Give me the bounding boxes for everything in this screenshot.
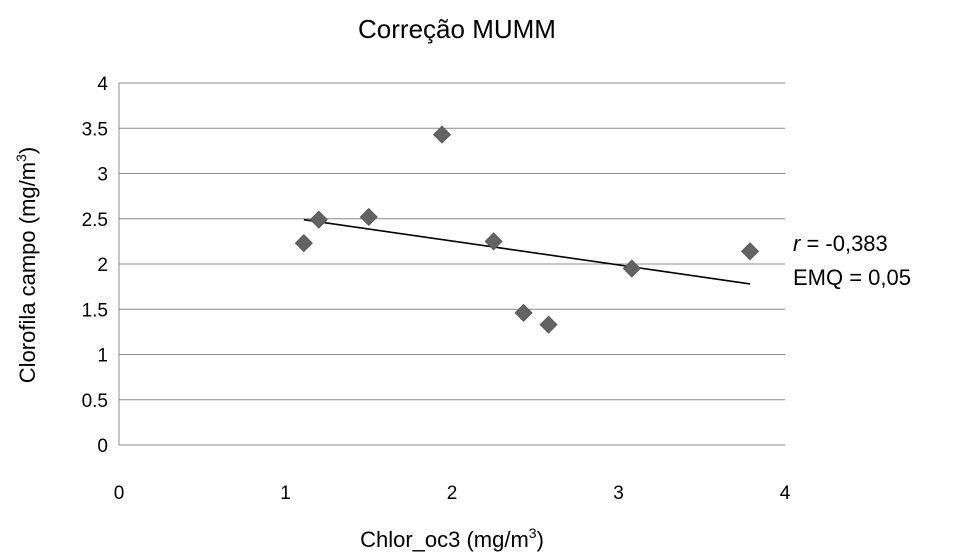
data-point — [514, 303, 533, 322]
x-axis-label-sup: 3 — [529, 525, 537, 541]
y-axis-label-sup: 3 — [13, 154, 29, 162]
x-tick-label: 3 — [613, 483, 624, 504]
data-point — [359, 207, 378, 227]
y-axis-label-main: Clorofila campo (mg/m — [15, 162, 40, 383]
y-tick-label: 0.5 — [82, 391, 108, 412]
data-point — [294, 234, 313, 253]
x-tick-labels: 0 1 2 3 4 — [114, 483, 791, 504]
y-axis-label-end: ) — [15, 147, 40, 154]
r-value: = -0,383 — [800, 231, 887, 256]
data-point — [432, 125, 452, 144]
y-tick-labels: 0 0.5 1 1.5 2 2.5 3 3.5 4 — [82, 74, 109, 457]
r-symbol: r — [793, 231, 802, 256]
x-axis-label: Chlor_oc3 (mg/m3) — [360, 525, 544, 552]
y-tick-label: 3 — [97, 165, 108, 186]
trendline — [303, 218, 751, 285]
trendline-group — [303, 218, 751, 285]
y-tick-label: 2 — [97, 255, 108, 276]
data-point — [539, 315, 558, 334]
chart-title: Correção MUMM — [358, 14, 556, 44]
x-axis-label-end: ) — [537, 527, 544, 552]
y-tick-label: 4 — [97, 74, 108, 95]
gridlines — [118, 82, 785, 446]
data-point — [740, 242, 760, 261]
y-tick-label: 2.5 — [82, 210, 108, 231]
x-tick-label: 2 — [447, 483, 458, 504]
data-points — [294, 125, 760, 334]
x-tick-label: 1 — [280, 483, 291, 504]
x-axis-label-main: Chlor_oc3 (mg/m — [360, 527, 529, 552]
y-tick-label: 3.5 — [82, 119, 108, 140]
y-tick-label: 0 — [97, 436, 108, 457]
data-point — [622, 259, 641, 278]
data-point — [309, 210, 328, 229]
correlation-annotation: r = -0,383 — [793, 231, 888, 256]
y-tick-label: 1.5 — [82, 300, 108, 321]
x-tick-label: 0 — [114, 483, 125, 504]
data-point — [484, 232, 503, 251]
y-tick-label: 1 — [97, 346, 108, 367]
y-axis-label: Clorofila campo (mg/m3) — [13, 147, 40, 383]
x-tick-label: 4 — [780, 483, 791, 504]
emq-annotation: EMQ = 0,05 — [793, 265, 911, 290]
